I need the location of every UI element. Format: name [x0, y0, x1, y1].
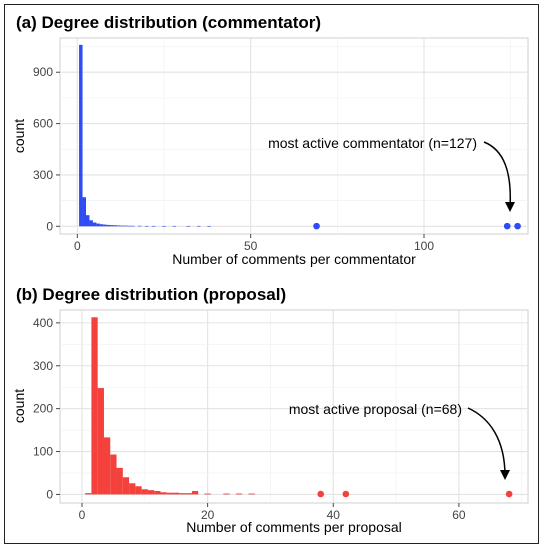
chart-title-b: (b) Degree distribution (proposal): [16, 285, 286, 304]
histogram-bar: [124, 226, 127, 227]
outlier-point: [317, 491, 324, 498]
histogram-bar: [135, 486, 141, 494]
annotation-text-b: most active proposal (n=68): [289, 401, 462, 417]
histogram-bar: [114, 225, 117, 226]
chart-title-a: (a) Degree distribution (commentator): [16, 13, 321, 32]
histogram-bar: [154, 491, 160, 494]
histogram-bar: [89, 220, 92, 226]
y-tick-label: 100: [33, 445, 53, 459]
histogram-bar: [145, 226, 148, 227]
histogram-bar: [173, 493, 179, 495]
histogram-bar: [192, 491, 198, 494]
x-tick-label: 100: [414, 239, 434, 253]
histogram-bar: [86, 215, 89, 226]
outlier-point: [343, 491, 350, 498]
histogram-bar: [142, 489, 148, 494]
histogram-bar: [128, 226, 131, 227]
histogram-bar: [152, 226, 155, 227]
histogram-bar: [167, 493, 173, 495]
histogram-bar: [138, 226, 141, 227]
y-tick-label: 600: [33, 117, 53, 131]
histogram-bar: [129, 483, 135, 494]
histogram-bar: [236, 494, 242, 495]
outlier-point: [313, 223, 320, 230]
histogram-bar: [91, 317, 97, 494]
y-tick-label: 400: [33, 316, 53, 330]
histogram-bar: [148, 490, 154, 494]
outlier-point: [504, 223, 511, 230]
histogram-bar: [104, 437, 110, 494]
histogram-bar: [204, 494, 210, 495]
y-axis-label-b: count: [11, 389, 27, 423]
histogram-bar: [117, 468, 123, 495]
y-axis-label-a: count: [11, 119, 27, 153]
histogram-bar: [110, 455, 116, 495]
x-axis-label-a: Number of comments per commentator: [172, 251, 416, 267]
histogram-bar: [79, 45, 82, 226]
x-tick-label: 0: [74, 239, 81, 253]
y-tick-label: 200: [33, 402, 53, 416]
histogram-bar: [131, 226, 134, 227]
histogram-bar: [103, 225, 106, 227]
histogram-bar: [110, 225, 113, 226]
x-tick-label: 0: [79, 508, 86, 522]
outlier-point: [506, 491, 513, 498]
y-tick-label: 900: [33, 65, 53, 79]
histogram-bar: [161, 492, 167, 494]
outlier-point: [514, 223, 521, 230]
y-tick-label: 300: [33, 168, 53, 182]
x-tick-label: 60: [452, 508, 466, 522]
annotation-text-a: most active commentator (n=127): [268, 135, 477, 151]
x-axis-label-b: Number of comments per proposal: [186, 519, 402, 535]
histogram-bar: [187, 226, 190, 227]
histogram-bar: [93, 223, 96, 227]
histogram-bar: [179, 493, 185, 494]
y-ticks-a: 0 300 600 900: [33, 65, 60, 233]
histogram-bar: [197, 226, 200, 227]
histogram-bar: [98, 388, 104, 494]
histogram-bar: [121, 226, 124, 227]
histogram-bar: [207, 226, 210, 227]
histogram-bar: [85, 493, 91, 494]
histogram-bar: [223, 494, 229, 495]
histogram-bar: [100, 224, 103, 226]
histogram-bar: [123, 477, 129, 494]
y-tick-label: 300: [33, 359, 53, 373]
y-tick-label: 0: [46, 219, 53, 233]
histogram-bar: [83, 197, 86, 226]
histogram-bar: [96, 224, 99, 227]
histogram-bar: [162, 226, 165, 227]
panel-proposal: (b) Degree distribution (proposal) 0 20 40…: [11, 285, 528, 535]
histogram-bar: [173, 226, 176, 227]
histogram-bar: [117, 225, 120, 226]
y-ticks-b: 0 100 200 300 400: [33, 316, 60, 502]
y-tick-label: 0: [46, 487, 53, 501]
histogram-bar: [186, 493, 192, 494]
histogram-bar: [107, 225, 110, 226]
histogram-bar: [248, 494, 254, 495]
